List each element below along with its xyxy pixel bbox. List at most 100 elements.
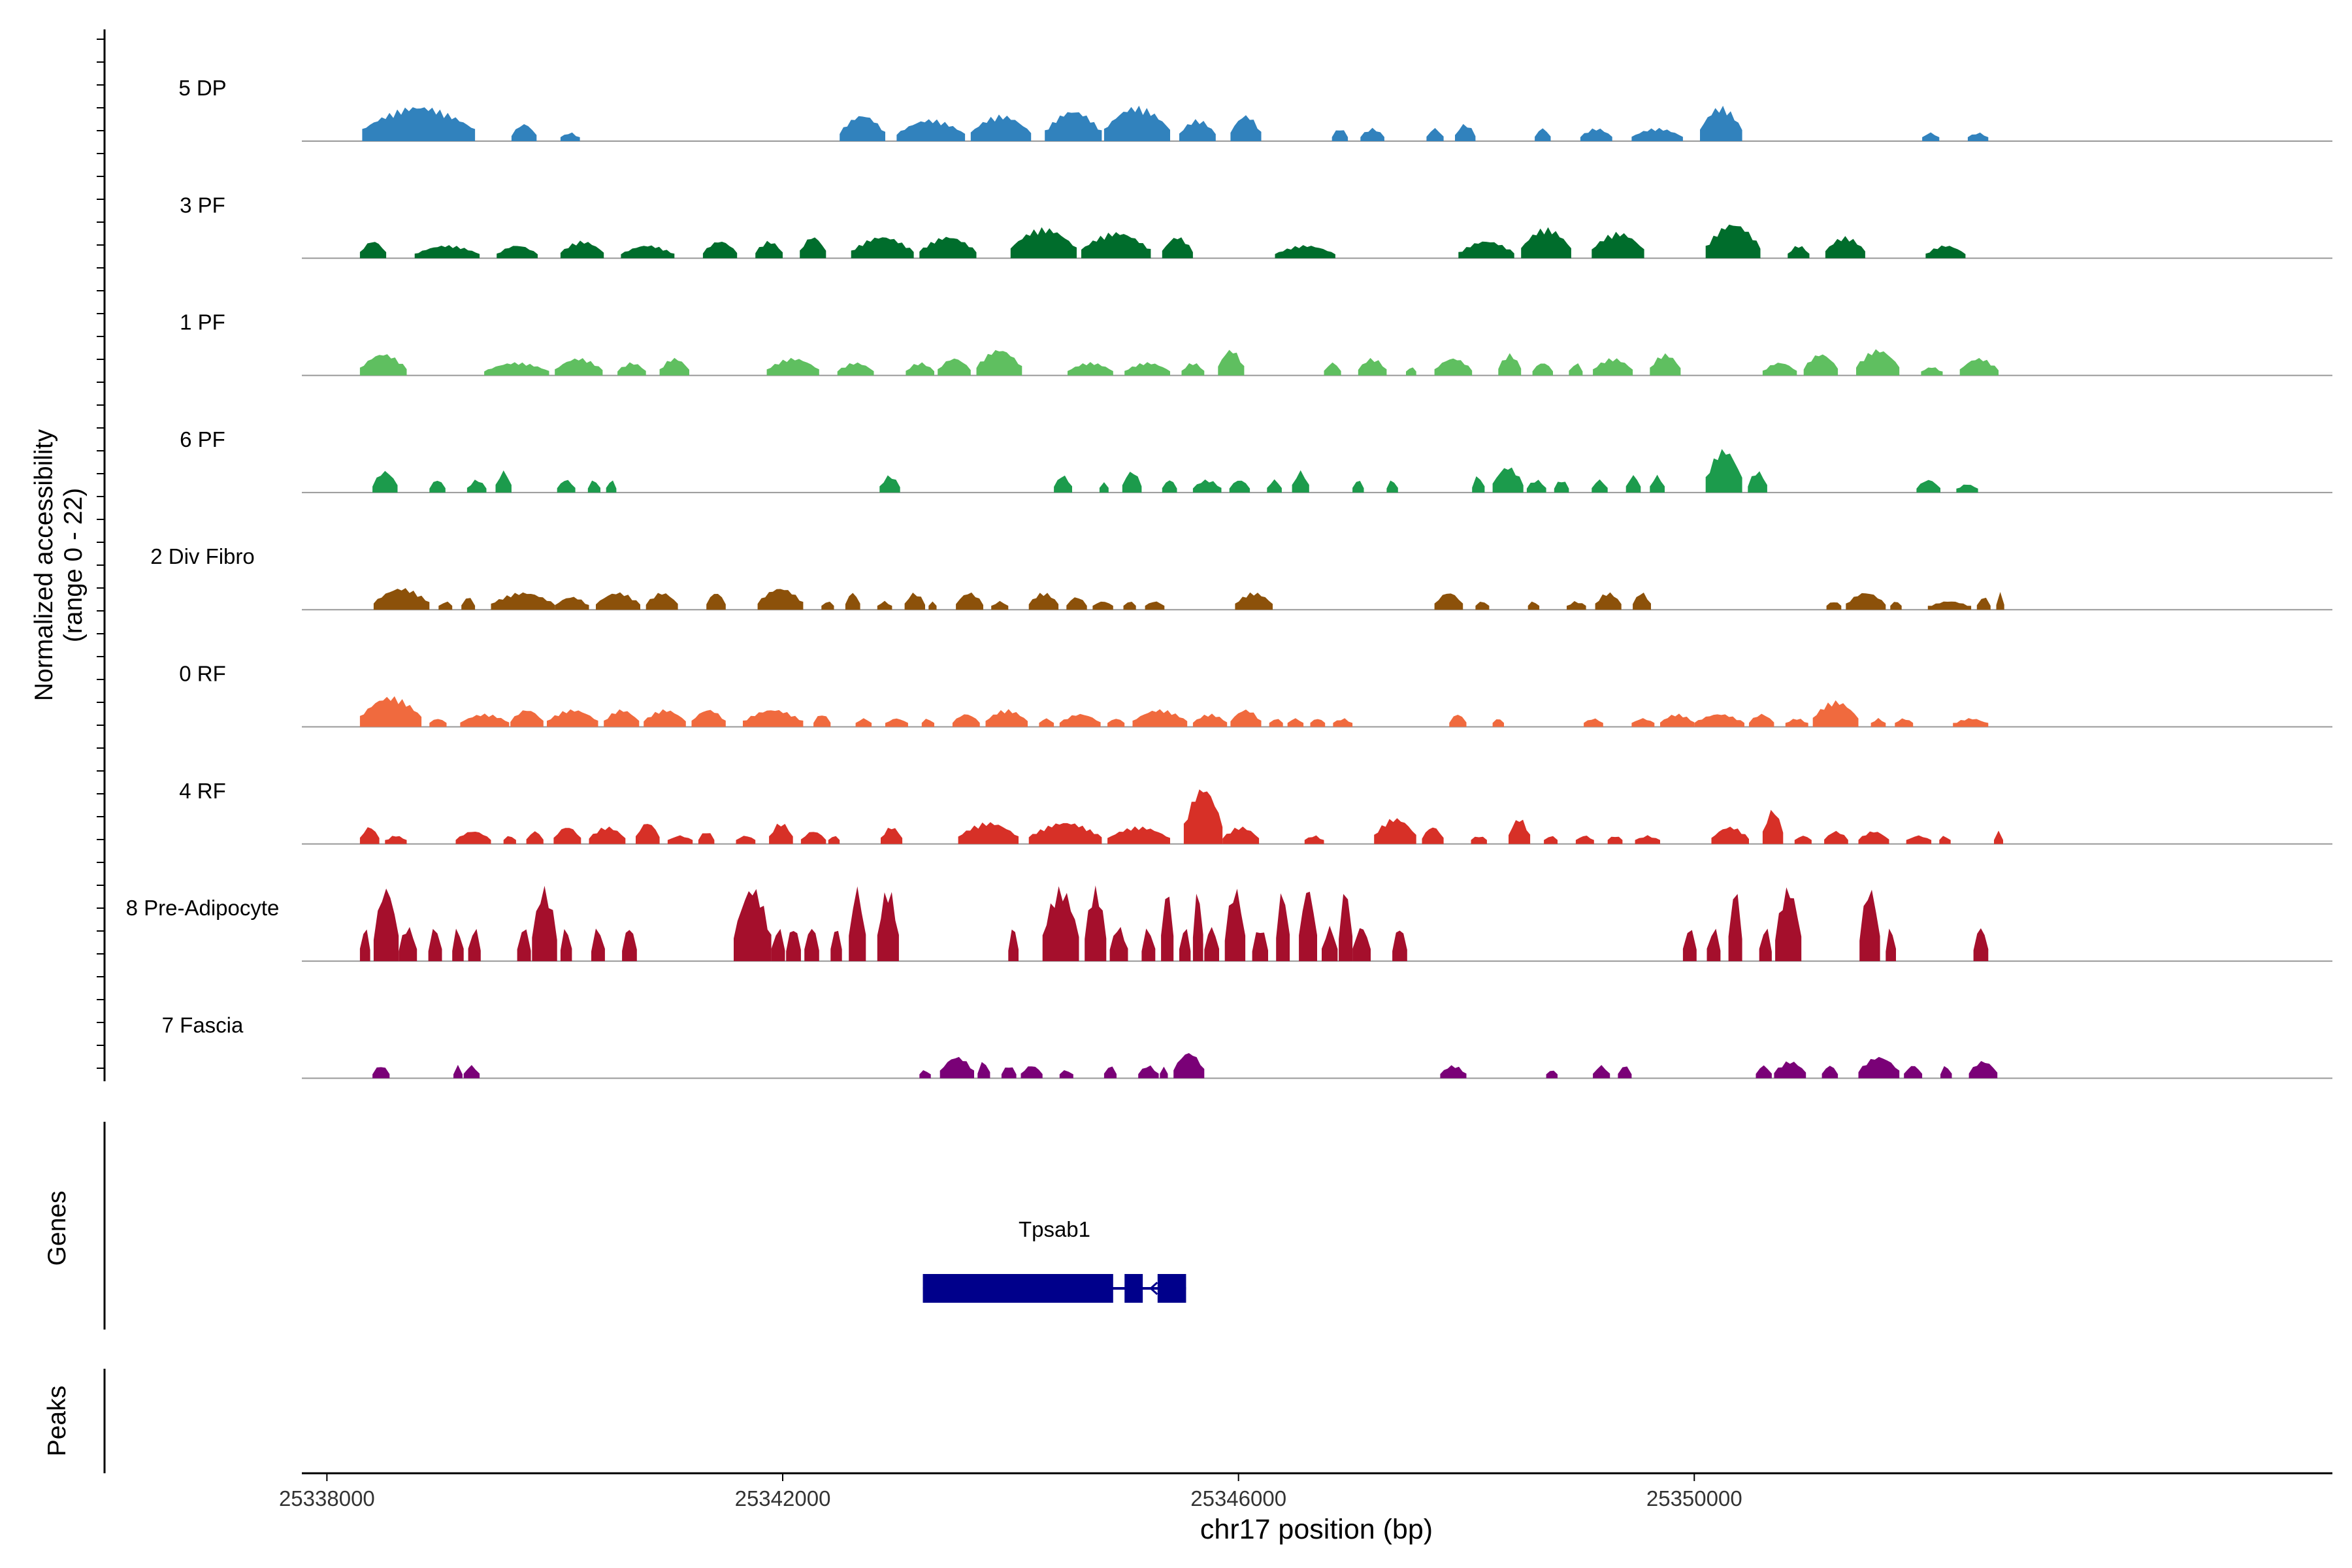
coverage-peak: [1660, 713, 1695, 727]
coverage-peak: [1956, 484, 1978, 493]
strand-arrow: [1149, 1281, 1158, 1296]
coverage-peak: [463, 1065, 480, 1079]
coverage-peak: [1059, 1070, 1073, 1079]
gene-exon: [1124, 1274, 1143, 1303]
coverage-peak: [1028, 823, 1102, 844]
coverage-peak: [617, 362, 646, 376]
coverage-peak: [438, 601, 453, 610]
x-tick-label: 25338000: [279, 1486, 375, 1511]
coverage-peak: [659, 357, 689, 376]
track-label: 6 PF: [180, 427, 225, 451]
coverage-peak: [1775, 887, 1802, 962]
coverage-peak: [885, 718, 908, 727]
coverage-peak: [1593, 358, 1633, 376]
coverage-peak: [813, 715, 831, 727]
coverage-peak: [919, 237, 977, 259]
coverage-peak: [1794, 836, 1812, 844]
coverage-peak: [1774, 1061, 1806, 1079]
coverage-peak: [1593, 1065, 1610, 1079]
coverage-peak: [1968, 1061, 1998, 1079]
coverage-peak: [1826, 602, 1842, 610]
peaks-label: Peaks: [43, 1386, 71, 1456]
coverage-peak: [1138, 1065, 1159, 1079]
coverage-peak: [645, 593, 678, 610]
coverage-peak: [1812, 700, 1859, 727]
coverage-peak: [1973, 928, 1989, 962]
track-label: 1 PF: [180, 310, 225, 335]
coverage-peak: [587, 480, 600, 493]
coverage-peak: [1788, 246, 1810, 259]
gene-exon: [1157, 1274, 1186, 1303]
coverage-peak: [596, 592, 640, 610]
track-label: 2 Div Fibro: [150, 544, 255, 568]
coverage-peak: [1179, 928, 1191, 962]
coverage-peak: [928, 601, 937, 610]
coverage-peak: [919, 1070, 931, 1079]
coverage-peak: [1059, 713, 1101, 727]
coverage-peak: [491, 592, 555, 610]
coverage-peak: [621, 245, 675, 259]
coverage-peak: [1762, 363, 1797, 376]
coverage-peak: [1959, 357, 1999, 376]
coverage-peak: [1870, 717, 1886, 727]
coverage-peak: [1535, 128, 1551, 141]
coverage-peak: [956, 592, 983, 610]
coverage-peak: [1633, 593, 1651, 610]
coverage-peak: [553, 828, 581, 844]
coverage-peak: [517, 929, 531, 962]
coverage-peak: [1122, 472, 1142, 493]
coverage-peak: [1162, 480, 1177, 493]
coverage-peak: [1160, 1066, 1168, 1079]
coverage-peak: [1916, 480, 1940, 493]
coverage-peak: [1010, 227, 1077, 259]
coverage-peak: [734, 889, 772, 962]
coverage-peak: [736, 836, 756, 844]
coverage-peak: [1580, 128, 1612, 141]
coverage-peak: [1846, 593, 1886, 610]
coverage-peak: [1996, 592, 2004, 610]
coverage-peak: [1607, 836, 1623, 844]
coverage-peak: [1953, 718, 1989, 727]
coverage-peak: [1650, 474, 1665, 493]
coverage-peak: [1374, 818, 1416, 844]
coverage-peak: [1021, 1066, 1043, 1079]
track-1-pf: 1 PF: [180, 310, 2332, 376]
coverage-peak: [800, 237, 826, 259]
coverage-peak: [1569, 363, 1583, 376]
coverage-peak: [1631, 127, 1683, 141]
coverage-peak: [667, 835, 693, 844]
coverage-peak: [877, 600, 892, 610]
coverage-peak: [1179, 119, 1216, 141]
track-5-dp: 5 DP: [178, 76, 2332, 142]
coverage-peak: [1498, 353, 1522, 376]
coverage-peak: [359, 696, 422, 727]
coverage-peak: [1192, 713, 1228, 727]
coverage-peak: [1635, 835, 1660, 844]
coverage-peak: [1162, 237, 1193, 259]
coverage-peak: [497, 246, 538, 259]
coverage-peak: [1092, 601, 1113, 610]
coverage-peak: [1310, 719, 1326, 727]
coverage-peak: [555, 596, 589, 610]
coverage-peak: [1509, 819, 1531, 844]
track-label: 7 Fascia: [162, 1013, 244, 1037]
coverage-peak: [1109, 926, 1128, 962]
coverage-peak: [1906, 835, 1932, 844]
coverage-peak: [786, 931, 801, 962]
coverage-peak: [1592, 231, 1644, 259]
coverage-peak: [755, 240, 783, 259]
coverage-peak: [428, 928, 442, 962]
coverage-peak: [1145, 601, 1165, 610]
coverage-peak: [1859, 889, 1880, 962]
coverage-peak: [1940, 1066, 1952, 1079]
track-7-fascia: 7 Fascia: [162, 1013, 2332, 1079]
coverage-peak: [452, 928, 464, 962]
coverage-peak: [1252, 932, 1268, 962]
track-8-pre-adipocyte: 8 Pre-Adipocyte: [126, 885, 2332, 962]
coverage-peak: [879, 475, 900, 493]
coverage-peak: [1705, 449, 1742, 493]
coverage-peak: [1544, 836, 1558, 844]
coverage-peak: [952, 714, 980, 727]
coverage-peak: [1625, 475, 1641, 493]
